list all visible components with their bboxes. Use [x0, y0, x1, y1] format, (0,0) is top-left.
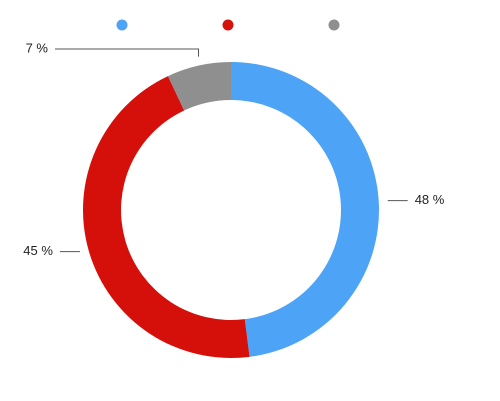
- donut-segment: [231, 62, 380, 357]
- legend-marker: [116, 19, 128, 31]
- data-label: 7 %: [26, 40, 49, 55]
- data-label: 48 %: [415, 192, 445, 207]
- legend-marker: [222, 19, 234, 31]
- donut-segment: [167, 62, 231, 111]
- legend-marker: [328, 19, 340, 31]
- leader-line: [55, 48, 199, 57]
- donut-segment: [82, 76, 250, 358]
- data-label: 45 %: [23, 243, 53, 258]
